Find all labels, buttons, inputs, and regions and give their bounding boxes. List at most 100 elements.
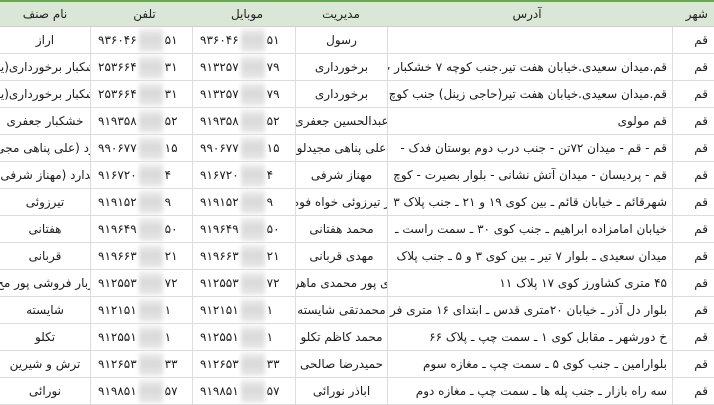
city-cell[interactable]: قم [672, 27, 714, 53]
table-row[interactable]: قم رسول ۹۳۶۰۴۶ ۵۱ ۹۳۶۰۴۶ ۵۱ اراز [0, 27, 714, 54]
management-cell[interactable]: حمیدرضا صالحی [295, 351, 387, 377]
management-cell[interactable]: محمدتقی شایسته [295, 297, 387, 323]
table-row[interactable]: قم قم - پردیسان - میدان آتش نشانی - بلوا… [0, 162, 714, 189]
trade-name-cell[interactable]: هفتانی [28, 222, 62, 236]
phone-cell[interactable]: ۲۵۳۶۶۴ ۳۱ [90, 54, 192, 80]
phone-cell[interactable]: ۹۱۲۶۵۳ ۳۳ [90, 351, 192, 377]
phone-cell[interactable]: ۹۱۹۶۴۹ ۵۰ [90, 216, 192, 242]
header-cell-trade-name[interactable]: نام صنف [22, 7, 68, 21]
phone-cell[interactable]: ۹۱۲۵۵۳ ۷۲ [90, 270, 192, 296]
table-row[interactable]: قم بلوار دل آذر ـ خیابان ۲۰متری قدس ـ اب… [0, 297, 714, 324]
address-cell[interactable]: شهرقائم ـ خیابان قائم ـ بین کوی ۱۹ و ۲۱ … [387, 189, 672, 215]
mobile-cell[interactable]: ۹۱۹۱۵۲ ۹ [192, 189, 295, 215]
phone-cell[interactable]: ۹۱۹۱۵۲ ۹ [90, 189, 192, 215]
header-cell-city[interactable]: شهر [685, 7, 708, 21]
trade-name-cell[interactable]: تکلو [34, 330, 56, 344]
phone-cell[interactable]: ۹۹۰۶۷۷ ۱۵ [90, 135, 192, 161]
table-row[interactable]: قم خ دورشهر ـ مقابل کوی ۱ ـ سمت چپ ـ پلا… [0, 324, 714, 351]
management-cell[interactable]: اباذر نورائی [295, 378, 387, 404]
management-cell[interactable]: ی پور محمدی ماهر [295, 270, 387, 296]
mobile-cell[interactable]: ۹۱۹۳۵۸ ۵۲ [192, 108, 295, 134]
city-cell[interactable]: قم [672, 297, 714, 323]
table-row[interactable]: قم قم.میدان سعیدی.خیابان هفت تیر(حاجی زی… [0, 81, 714, 108]
mobile-cell[interactable]: ۹۱۲۵۵۱ ۱ [192, 324, 295, 350]
mobile-cell[interactable]: ۹۱۲۵۵۳ ۷۲ [192, 270, 295, 296]
phone-cell[interactable]: ۲۵۳۶۶۴ ۳۱ [90, 81, 192, 107]
table-row[interactable]: قم قم مولوی عبدالحسین جعفری ۹۱۹۳۵۸ ۵۲ ۹۱۹… [0, 108, 714, 135]
trade-name-cell[interactable]: اراز [35, 33, 55, 47]
address-cell[interactable]: قم.میدان سعیدی.خیابان هفت تیر(حاجی زینل)… [387, 81, 672, 107]
mobile-cell[interactable]: ۹۳۶۰۴۶ ۵۱ [192, 27, 295, 53]
management-cell[interactable]: رسول [295, 27, 387, 53]
trade-name-cell[interactable]: رد (علی پناهی مجی [0, 141, 90, 155]
address-cell[interactable]: قم - پردیسان - میدان آتش نشانی - بلوار ب… [387, 162, 672, 188]
city-cell[interactable]: قم [672, 54, 714, 80]
trade-name-cell[interactable]: شکبار برخورداری(یز [0, 60, 90, 74]
mobile-cell[interactable]: ۹۱۹۶۶۳ ۲۱ [192, 243, 295, 269]
address-cell[interactable]: میدان سعیدی ـ بلوار ۷ تیر ـ بین کوی ۳ و … [387, 243, 672, 269]
mobile-cell[interactable]: ۹۱۹۸۵۱ ۵۷ [192, 378, 295, 404]
address-cell[interactable]: بلوار دل آذر ـ خیابان ۲۰متری قدس ـ ابتدا… [387, 297, 672, 323]
city-cell[interactable]: قم [672, 216, 714, 242]
city-cell[interactable]: قم [672, 135, 714, 161]
phone-cell[interactable]: ۹۱۶۷۲۰ ۴ [90, 162, 192, 188]
table-row[interactable]: قم قم - قم - میدان ۷۲تن - جنب درب دوم بو… [0, 135, 714, 162]
trade-name-cell[interactable]: قربانی [28, 249, 62, 263]
management-cell[interactable]: محمد کاظم تکلو [295, 324, 387, 350]
management-cell[interactable]: عبدالحسین جعفری [295, 108, 387, 134]
phone-cell[interactable]: ۹۱۹۳۵۸ ۵۲ [90, 108, 192, 134]
city-cell[interactable]: قم [672, 81, 714, 107]
trade-name-cell[interactable]: ندارد (مهناز شرفی) [0, 168, 90, 182]
management-cell[interactable]: علی پناهی مجیدلو [295, 135, 387, 161]
trade-name-cell[interactable]: خشکبار جعفری [6, 114, 84, 128]
address-cell[interactable]: سه راه بازار ـ جنب پله ها ـ سمت چپ ـ مغا… [387, 378, 672, 404]
phone-cell[interactable]: ۹۱۹۸۵۱ ۵۷ [90, 378, 192, 404]
header-cell-phone[interactable]: تلفن [133, 7, 156, 21]
table-row[interactable]: قم ۴۵ متری کشاورز کوی ۱۷ پلاک ۱۱ ی پور م… [0, 270, 714, 297]
table-row[interactable]: قم بلوارامین ـ جنب کوی ۵ ـ سمت چپ ـ مغاز… [0, 351, 714, 378]
city-cell[interactable]: قم [672, 324, 714, 350]
city-cell[interactable]: قم [672, 270, 714, 296]
management-cell[interactable]: برخورداری [295, 54, 387, 80]
address-cell[interactable]: قم مولوی [387, 108, 672, 134]
table-row[interactable]: قم سه راه بازار ـ جنب پله ها ـ سمت چپ ـ … [0, 378, 714, 405]
city-cell[interactable]: قم [672, 189, 714, 215]
city-cell[interactable]: قم [672, 243, 714, 269]
address-cell[interactable]: قم.میدان سعیدی.خیابان هفت تیر.جنب کوچه ۷… [387, 54, 672, 80]
mobile-cell[interactable]: ۹۱۳۲۵۷ ۷۹ [192, 81, 295, 107]
mobile-cell[interactable]: ۹۱۳۲۵۷ ۷۹ [192, 54, 295, 80]
trade-name-cell[interactable]: نورائی [29, 384, 62, 398]
phone-cell[interactable]: ۹۱۲۵۵۱ ۱ [90, 324, 192, 350]
mobile-cell[interactable]: ۹۱۹۶۴۹ ۵۰ [192, 216, 295, 242]
phone-cell[interactable]: ۹۱۹۶۶۳ ۲۱ [90, 243, 192, 269]
city-cell[interactable]: قم [672, 378, 714, 404]
city-cell[interactable]: قم [672, 351, 714, 377]
trade-name-cell[interactable]: ترش و شیرین [9, 357, 81, 371]
address-cell[interactable]: خیابان امامزاده ابراهیم ـ جنب کوی ۳۰ ـ س… [387, 216, 672, 242]
management-cell[interactable]: مهناز شرفی [295, 162, 387, 188]
table-row[interactable]: قم میدان سعیدی ـ بلوار ۷ تیر ـ بین کوی ۳… [0, 243, 714, 270]
address-cell[interactable]: خ دورشهر ـ مقابل کوی ۱ ـ سمت چپ ـ پلاک ۶… [387, 324, 672, 350]
address-cell[interactable] [387, 27, 672, 53]
table-row[interactable]: قم خیابان امامزاده ابراهیم ـ جنب کوی ۳۰ … [0, 216, 714, 243]
address-cell[interactable]: قم - قم - میدان ۷۲تن - جنب درب دوم بوستا… [387, 135, 672, 161]
header-cell-management[interactable]: مدیریت [322, 7, 360, 21]
management-cell[interactable]: برخورداری [295, 81, 387, 107]
phone-cell[interactable]: ۹۱۲۱۵۱ ۱ [90, 297, 192, 323]
address-cell[interactable]: بلوارامین ـ جنب کوی ۵ ـ سمت چپ ـ مغازه س… [387, 351, 672, 377]
city-cell[interactable]: قم [672, 162, 714, 188]
header-cell-address[interactable]: آدرس [512, 7, 542, 21]
address-cell[interactable]: ۴۵ متری کشاورز کوی ۱۷ پلاک ۱۱ [387, 270, 672, 296]
trade-name-cell[interactable]: شایسته [26, 303, 64, 317]
management-cell[interactable]: ر تیرزوئی خواه فوه [295, 189, 387, 215]
management-cell[interactable]: مهدی قربانی [295, 243, 387, 269]
trade-name-cell[interactable]: شکبار برخورداری(یز [0, 87, 90, 101]
management-cell[interactable]: محمد هفتانی [295, 216, 387, 242]
trade-name-cell[interactable]: تیرزوئی [25, 195, 65, 209]
mobile-cell[interactable]: ۹۹۰۶۷۷ ۱۵ [192, 135, 295, 161]
mobile-cell[interactable]: ۹۱۶۷۲۰ ۴ [192, 162, 295, 188]
table-row[interactable]: قم قم.میدان سعیدی.خیابان هفت تیر.جنب کوچ… [0, 54, 714, 81]
phone-cell[interactable]: ۹۳۶۰۴۶ ۵۱ [90, 27, 192, 53]
table-row[interactable]: قم شهرقائم ـ خیابان قائم ـ بین کوی ۱۹ و … [0, 189, 714, 216]
mobile-cell[interactable]: ۹۱۲۱۵۱ ۱ [192, 297, 295, 323]
